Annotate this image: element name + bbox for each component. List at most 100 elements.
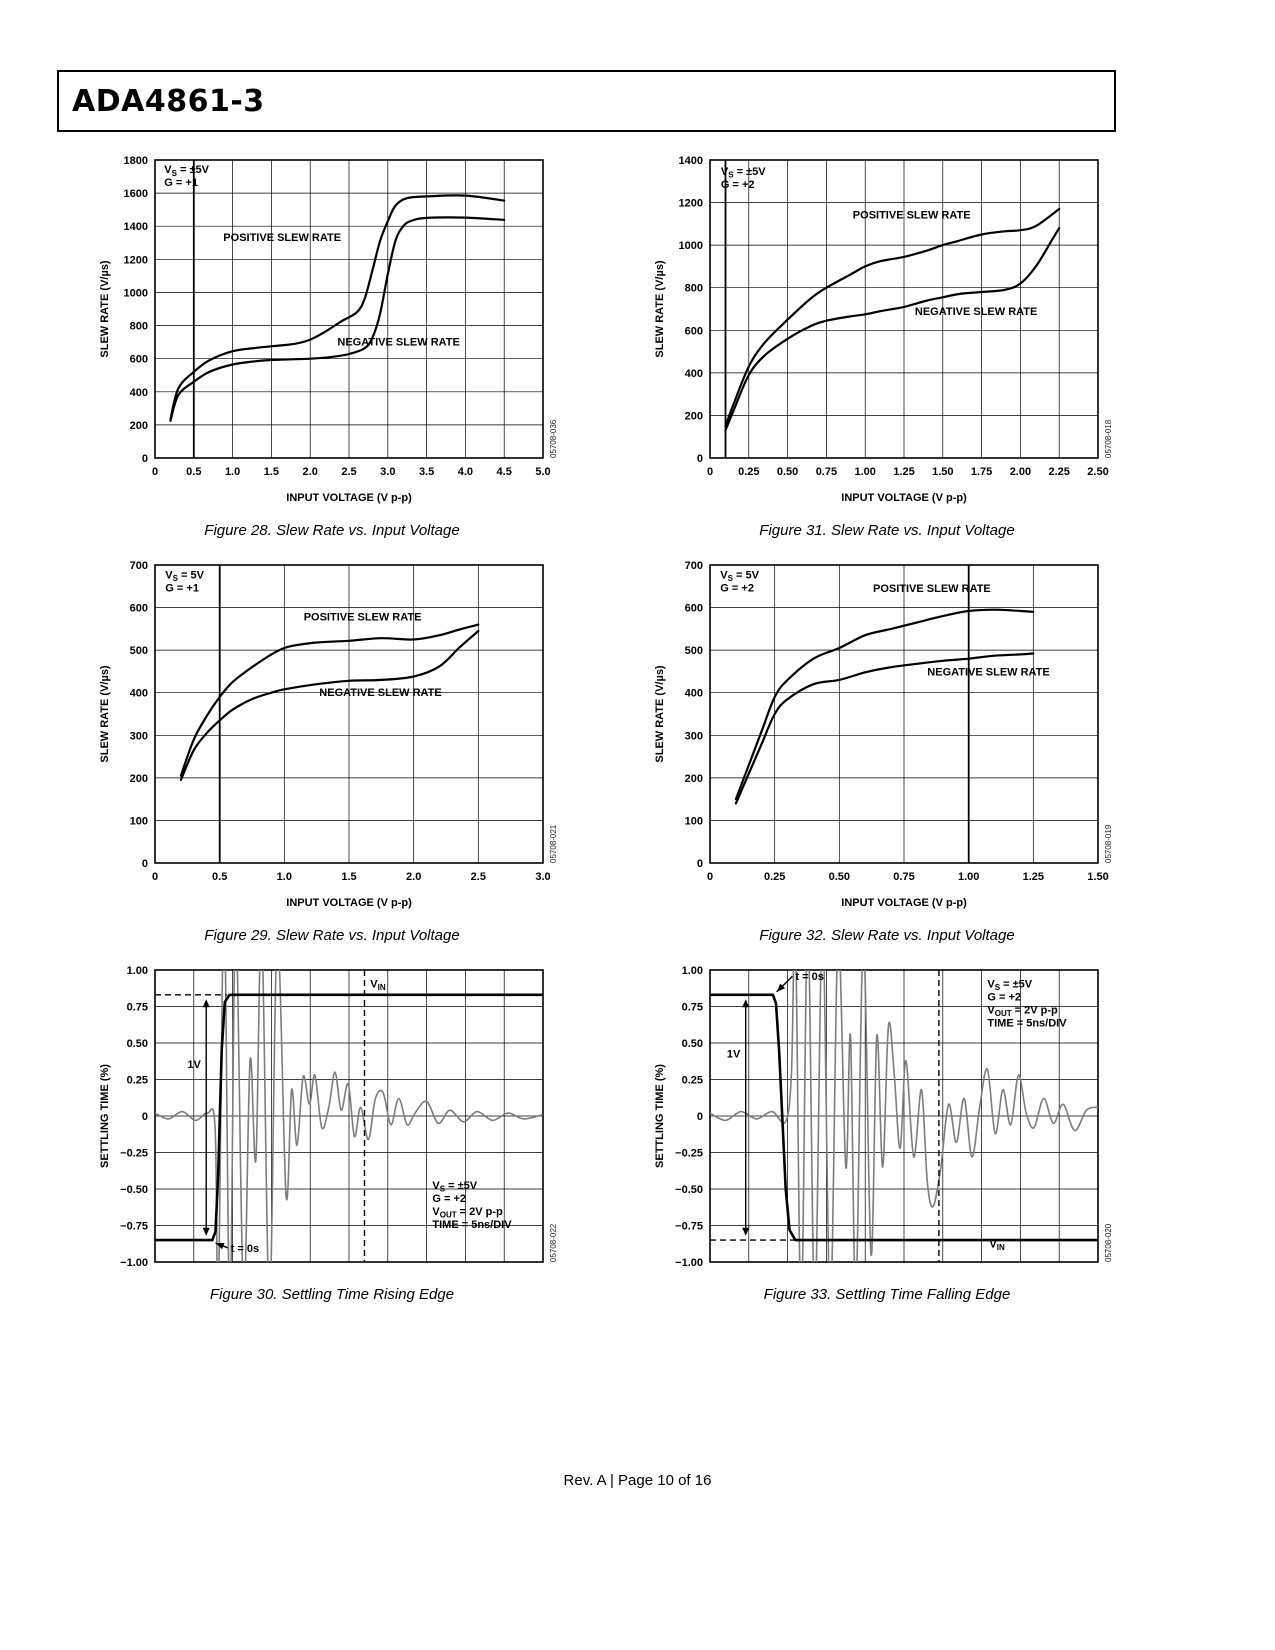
x-axis-label: INPUT VOLTAGE (V p-p) xyxy=(841,492,967,504)
chart-canvas: POSITIVE SLEW RATE NEGATIVE SLEW RATE VS =… xyxy=(654,560,1113,909)
svg-text:500: 500 xyxy=(130,645,148,657)
svg-text:1.25: 1.25 xyxy=(893,466,914,478)
series-label: POSITIVE SLEW RATE xyxy=(873,583,991,595)
condition-annotation: G = +1 xyxy=(165,583,199,595)
watermark-id: 05708-020 xyxy=(1104,1223,1113,1262)
svg-text:−0.75: −0.75 xyxy=(675,1221,703,1233)
figure-32-caption: Figure 32. Slew Rate vs. Input Voltage xyxy=(759,927,1015,944)
svg-text:0.25: 0.25 xyxy=(738,466,759,478)
condition-annotation: VOUT = 2V p-p xyxy=(432,1206,503,1220)
condition-annotation: VS = ±5V xyxy=(721,166,766,180)
trace-label: VIN xyxy=(370,979,386,993)
chart-slew-rate-fig29: POSITIVE SLEW RATE NEGATIVE SLEW RATE VS =… xyxy=(95,555,569,913)
svg-text:400: 400 xyxy=(685,688,703,700)
svg-text:0.75: 0.75 xyxy=(816,466,837,478)
condition-annotation: G = +1 xyxy=(164,177,198,189)
watermark-id: 05708-018 xyxy=(1104,419,1113,458)
svg-text:100: 100 xyxy=(130,815,148,827)
svg-text:700: 700 xyxy=(685,560,703,572)
svg-text:400: 400 xyxy=(130,688,148,700)
svg-text:1.00: 1.00 xyxy=(958,871,979,883)
condition-annotation: VS = 5V xyxy=(165,570,204,584)
svg-text:1200: 1200 xyxy=(679,198,703,210)
series-label: POSITIVE SLEW RATE xyxy=(304,611,422,623)
vin-trace xyxy=(710,993,1098,1242)
x-axis-label: INPUT VOLTAGE (V p-p) xyxy=(286,897,412,909)
svg-text:−0.75: −0.75 xyxy=(120,1221,148,1233)
svg-text:0: 0 xyxy=(697,858,703,870)
series-label: POSITIVE SLEW RATE xyxy=(223,232,341,244)
svg-text:0: 0 xyxy=(142,858,148,870)
svg-text:1.00: 1.00 xyxy=(127,965,148,977)
svg-text:1200: 1200 xyxy=(124,254,148,266)
svg-text:200: 200 xyxy=(685,410,703,422)
series-label: NEGATIVE SLEW RATE xyxy=(915,306,1037,318)
series-line xyxy=(734,608,1035,801)
svg-text:0: 0 xyxy=(142,453,148,465)
series-label: NEGATIVE SLEW RATE xyxy=(337,336,459,348)
svg-text:−0.25: −0.25 xyxy=(120,1148,148,1160)
svg-text:0.50: 0.50 xyxy=(777,466,798,478)
svg-text:2.25: 2.25 xyxy=(1048,466,1069,478)
chart-canvas: POSITIVE SLEW RATE NEGATIVE SLEW RATE VS =… xyxy=(99,155,558,504)
condition-annotation: TIME = 5ns/DIV xyxy=(987,1018,1067,1030)
svg-text:1.0: 1.0 xyxy=(225,466,240,478)
svg-text:2.0: 2.0 xyxy=(303,466,318,478)
series-line xyxy=(179,629,480,782)
svg-text:700: 700 xyxy=(130,560,148,572)
svg-text:4.0: 4.0 xyxy=(458,466,473,478)
figure-28: POSITIVE SLEW RATE NEGATIVE SLEW RATE VS =… xyxy=(72,150,592,539)
svg-text:1.00: 1.00 xyxy=(854,466,875,478)
svg-text:1.75: 1.75 xyxy=(971,466,992,478)
time-zero-label: t = 0s xyxy=(795,971,823,983)
svg-text:800: 800 xyxy=(685,283,703,295)
amplitude-label: 1V xyxy=(727,1049,741,1061)
svg-text:800: 800 xyxy=(130,321,148,333)
part-number-title: ADA4861-3 xyxy=(72,83,265,119)
svg-text:1600: 1600 xyxy=(124,188,148,200)
svg-text:0: 0 xyxy=(697,453,703,465)
svg-text:0: 0 xyxy=(152,871,158,883)
svg-text:0: 0 xyxy=(697,1111,703,1123)
settling-trace xyxy=(710,970,1098,1262)
series-label: NEGATIVE SLEW RATE xyxy=(927,667,1049,679)
svg-text:1400: 1400 xyxy=(679,155,703,167)
condition-annotation: G = +2 xyxy=(721,179,755,191)
series-line xyxy=(724,227,1061,432)
figure-33: 1V VIN t = 0s VS = ±5V G = +2 VOUT = 2V p-p TI… xyxy=(627,960,1147,1303)
svg-text:200: 200 xyxy=(130,420,148,432)
svg-text:0.25: 0.25 xyxy=(682,1075,703,1087)
svg-text:0.75: 0.75 xyxy=(893,871,914,883)
svg-text:0.5: 0.5 xyxy=(212,871,227,883)
svg-text:3.0: 3.0 xyxy=(535,871,550,883)
watermark-id: 05708-019 xyxy=(1104,824,1113,863)
time-zero-label: t = 0s xyxy=(231,1243,259,1255)
figure-31: POSITIVE SLEW RATE NEGATIVE SLEW RATE VS =… xyxy=(627,150,1147,539)
x-axis-label: INPUT VOLTAGE (V p-p) xyxy=(841,897,967,909)
svg-text:0.75: 0.75 xyxy=(127,1002,148,1014)
settling-trace xyxy=(155,970,543,1262)
condition-annotation: G = +2 xyxy=(432,1193,466,1205)
page-footer: Rev. A | Page 10 of 16 xyxy=(0,1472,1275,1489)
condition-annotation: VS = ±5V xyxy=(987,979,1032,993)
svg-text:400: 400 xyxy=(685,368,703,380)
svg-text:2.5: 2.5 xyxy=(341,466,356,478)
svg-text:600: 600 xyxy=(130,603,148,615)
svg-text:1400: 1400 xyxy=(124,221,148,233)
watermark-id: 05708-021 xyxy=(549,824,558,863)
condition-annotation: VS = ±5V xyxy=(164,164,209,178)
series-line xyxy=(169,194,506,421)
svg-text:300: 300 xyxy=(685,730,703,742)
svg-text:1.5: 1.5 xyxy=(264,466,279,478)
svg-text:2.0: 2.0 xyxy=(406,871,421,883)
figure-32: POSITIVE SLEW RATE NEGATIVE SLEW RATE VS =… xyxy=(627,555,1147,944)
svg-text:0: 0 xyxy=(707,466,713,478)
y-axis-label: SETTLING TIME (%) xyxy=(99,1064,111,1168)
svg-text:0.75: 0.75 xyxy=(682,1002,703,1014)
series-line xyxy=(169,216,506,422)
condition-annotation: VS = ±5V xyxy=(432,1180,477,1194)
svg-text:0: 0 xyxy=(142,1111,148,1123)
svg-text:0.50: 0.50 xyxy=(682,1038,703,1050)
condition-annotation: G = +2 xyxy=(987,992,1021,1004)
